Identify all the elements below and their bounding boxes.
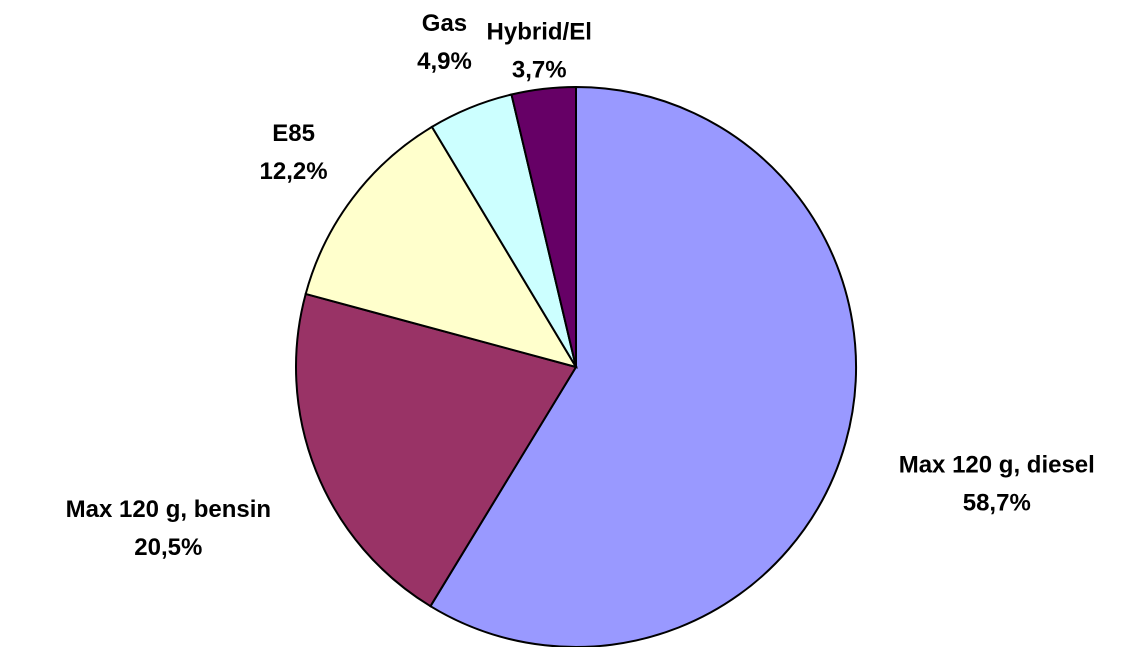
- slice-value: 12,2%: [260, 158, 328, 185]
- slice-value: 3,7%: [512, 56, 567, 83]
- slice-label: Hybrid/El: [487, 18, 592, 45]
- slice-label: Max 120 g, bensin: [66, 496, 271, 523]
- slice-label: Gas: [422, 10, 467, 37]
- slice-label: Max 120 g, diesel: [899, 451, 1095, 478]
- slice-value: 58,7%: [963, 489, 1031, 516]
- pie-slice: [510, 85, 577, 368]
- pie-slice: [295, 292, 578, 608]
- pie-slice: [304, 125, 579, 369]
- slice-label: E85: [272, 120, 315, 147]
- slice-value: 20,5%: [134, 534, 202, 561]
- slice-value: 4,9%: [417, 48, 472, 75]
